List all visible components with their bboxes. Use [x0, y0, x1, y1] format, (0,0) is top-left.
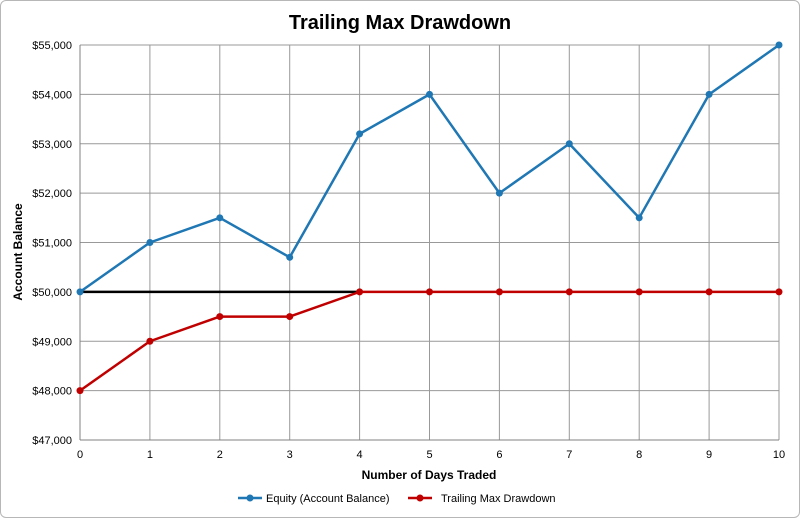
- x-tick-label: 3: [287, 449, 293, 461]
- data-point-equity-account-balance: [286, 253, 294, 261]
- x-tick-label: 0: [77, 449, 83, 461]
- legend-item-trailing-max-drawdown: Trailing Max Drawdown: [408, 493, 556, 505]
- data-point-equity-account-balance: [426, 90, 433, 98]
- x-tick-label: 10: [773, 449, 785, 461]
- y-tick-label: $49,000: [32, 336, 72, 348]
- data-point-trailing-max-drawdown: [565, 288, 573, 296]
- data-point-trailing-max-drawdown: [775, 288, 783, 296]
- data-point-equity-account-balance: [775, 41, 783, 49]
- chart-title: Trailing Max Drawdown: [289, 12, 511, 34]
- x-axis-label: Number of Days Traded: [362, 468, 497, 482]
- legend-marker-trailing-max-drawdown: [416, 494, 424, 502]
- y-tick-labels: $47,000 $48,000 $49,000 $50,000 $51,000 $52,0…: [32, 40, 72, 447]
- data-point-equity-account-balance: [146, 239, 154, 246]
- data-point-trailing-max-drawdown: [76, 387, 84, 395]
- data-point-trailing-max-drawdown: [705, 288, 713, 296]
- legend-marker-equity: [246, 494, 254, 502]
- data-point-equity-account-balance: [495, 189, 503, 197]
- series-group: [76, 41, 783, 395]
- x-tick-label: 2: [217, 449, 223, 461]
- data-point-trailing-max-drawdown: [216, 313, 224, 321]
- data-point-equity-account-balance: [216, 214, 224, 222]
- x-tick-label: 6: [496, 449, 502, 461]
- y-tick-label: $47,000: [32, 435, 72, 447]
- data-point-equity-account-balance: [76, 288, 84, 296]
- legend: Equity (Account Balance) Trailing Max Dr…: [238, 493, 556, 505]
- y-tick-label: $54,000: [32, 89, 72, 101]
- y-tick-label: $53,000: [32, 139, 72, 151]
- x-tick-label: 9: [706, 449, 712, 461]
- x-tick-label: 4: [357, 449, 363, 461]
- data-point-equity-account-balance: [356, 130, 364, 138]
- data-point-trailing-max-drawdown: [495, 288, 503, 296]
- y-axis-label: Account Balance: [11, 203, 25, 301]
- data-point-trailing-max-drawdown: [356, 288, 364, 296]
- y-tick-label: $55,000: [32, 40, 72, 52]
- x-tick-label: 1: [147, 449, 153, 461]
- y-tick-label: $50,000: [32, 287, 72, 299]
- data-point-equity-account-balance: [635, 214, 643, 222]
- x-tick-label: 5: [426, 449, 432, 461]
- y-tick-label: $52,000: [32, 188, 72, 200]
- x-tick-labels: 0 1 2 3 4 5 6 7 8 9 10: [77, 449, 785, 461]
- y-tick-label: $48,000: [32, 386, 72, 398]
- data-point-trailing-max-drawdown: [286, 313, 294, 321]
- x-tick-label: 8: [636, 449, 642, 461]
- data-point-trailing-max-drawdown: [146, 337, 154, 345]
- x-tick-label: 7: [566, 449, 572, 461]
- axes: [79, 45, 779, 441]
- legend-label-equity: Equity (Account Balance): [266, 493, 390, 505]
- data-point-equity-account-balance: [565, 140, 573, 148]
- legend-item-equity: Equity (Account Balance): [238, 493, 390, 505]
- data-point-trailing-max-drawdown: [635, 288, 643, 296]
- data-point-trailing-max-drawdown: [426, 288, 433, 296]
- data-point-equity-account-balance: [705, 90, 713, 98]
- legend-label-trailing-max-drawdown: Trailing Max Drawdown: [441, 493, 556, 505]
- y-tick-label: $51,000: [32, 238, 72, 250]
- grid: [79, 44, 780, 441]
